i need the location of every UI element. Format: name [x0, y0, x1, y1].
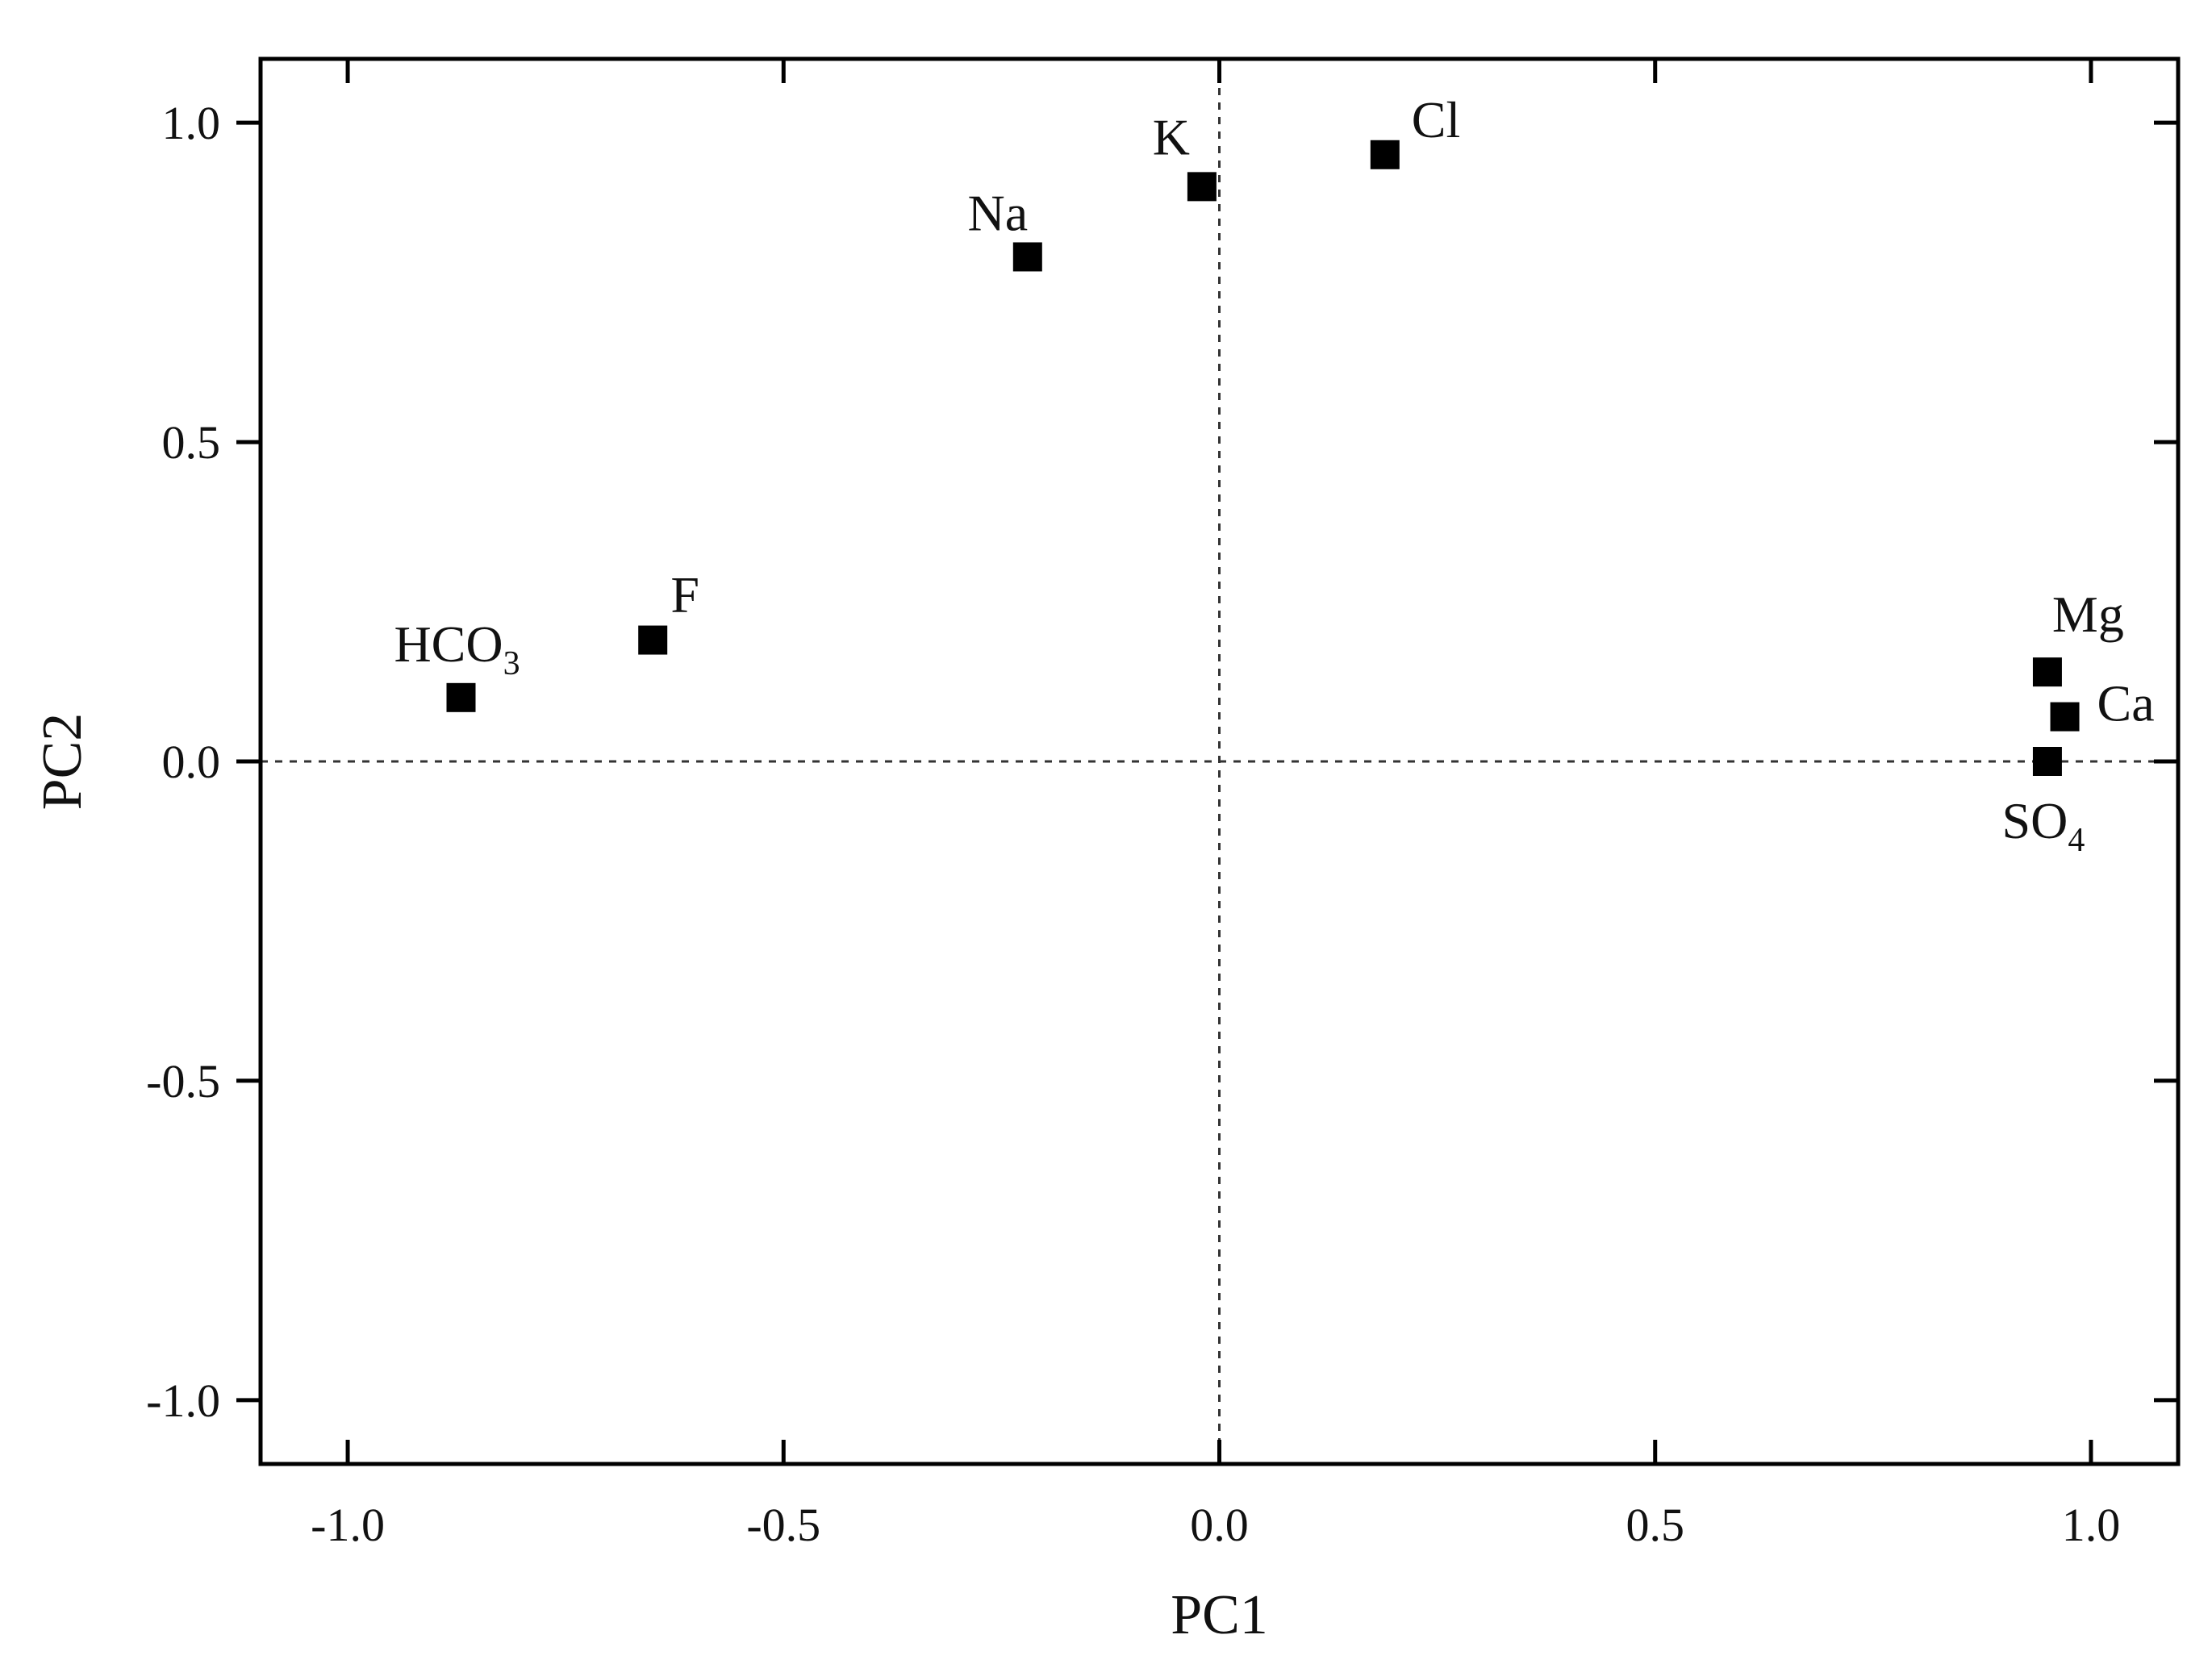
y-tick-label: 0.5 [162, 416, 221, 469]
data-point-marker [1370, 140, 1400, 169]
data-points: HCO3 F Na K Cl Mg Ca SO4 [394, 91, 2154, 859]
y-axis-title: PC2 [31, 713, 94, 811]
x-tick-label: 0.5 [1626, 1499, 1684, 1551]
plot-frame [258, 56, 2181, 1466]
data-point-marker [1012, 242, 1042, 272]
data-point-label: Ca [2097, 675, 2155, 732]
x-tick-label: 0.0 [1190, 1499, 1249, 1551]
data-point-label: SO4 [2002, 792, 2085, 859]
x-tick-label: -1.0 [311, 1499, 385, 1551]
y-tick-label: 1.0 [162, 97, 221, 149]
x-tick-label: 1.0 [2062, 1499, 2121, 1551]
data-point-marker [2032, 657, 2062, 687]
data-point-marker [638, 625, 668, 655]
data-point-label: Mg [2052, 586, 2124, 643]
data-point-marker [1187, 172, 1217, 202]
data-point-label: Cl [1412, 91, 1460, 148]
axis-ticks: -1.0 -0.5 0.0 0.5 1.0 -1.0 -0.5 0.0 0.5 1.0 [146, 59, 2178, 1551]
y-tick-label: 0.0 [162, 736, 221, 788]
y-tick-label: -1.0 [146, 1374, 220, 1427]
x-tick-label: -0.5 [746, 1499, 820, 1551]
x-axis-title: PC1 [1171, 1584, 1268, 1646]
data-point-label: F [670, 566, 699, 623]
data-point-marker [446, 682, 476, 712]
data-point-marker [2032, 747, 2062, 776]
data-point-label: K [1153, 108, 1190, 165]
data-point-marker [2050, 702, 2080, 732]
reference-lines [261, 59, 2178, 1464]
y-tick-label: -0.5 [146, 1055, 220, 1107]
data-point-label: Na [967, 184, 1028, 241]
data-point-label: HCO3 [394, 615, 520, 682]
